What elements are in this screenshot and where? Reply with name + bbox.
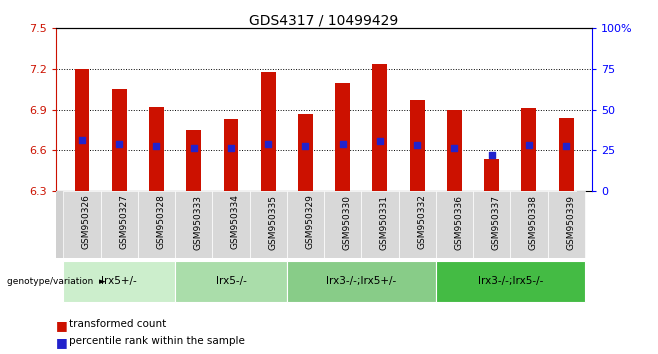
Bar bbox=[63, 191, 101, 258]
Bar bbox=[63, 261, 175, 302]
Bar bbox=[287, 261, 436, 302]
Bar bbox=[186, 130, 201, 191]
Bar bbox=[436, 191, 473, 258]
Text: genotype/variation  ►: genotype/variation ► bbox=[7, 277, 105, 286]
Bar bbox=[112, 89, 127, 191]
Bar bbox=[473, 191, 510, 258]
Point bbox=[374, 138, 385, 144]
Text: GSM950339: GSM950339 bbox=[566, 195, 575, 250]
Bar bbox=[149, 107, 164, 191]
Bar bbox=[510, 191, 547, 258]
Text: GSM950337: GSM950337 bbox=[492, 195, 501, 250]
Text: transformed count: transformed count bbox=[69, 319, 166, 329]
Bar bbox=[298, 114, 313, 191]
Point bbox=[151, 143, 162, 149]
Bar bbox=[138, 191, 175, 258]
Bar bbox=[324, 191, 361, 258]
Bar bbox=[484, 159, 499, 191]
Bar bbox=[175, 261, 287, 302]
Bar bbox=[399, 191, 436, 258]
Bar bbox=[249, 191, 287, 258]
Point bbox=[114, 141, 124, 147]
Text: GSM950336: GSM950336 bbox=[455, 195, 463, 250]
Bar bbox=[335, 82, 350, 191]
Bar bbox=[372, 64, 388, 191]
Point bbox=[77, 137, 88, 142]
Bar bbox=[447, 110, 462, 191]
Text: GSM950329: GSM950329 bbox=[305, 195, 315, 250]
Text: GSM950335: GSM950335 bbox=[268, 195, 277, 250]
Text: GSM950330: GSM950330 bbox=[343, 195, 351, 250]
Bar bbox=[436, 261, 585, 302]
Point bbox=[486, 152, 497, 157]
Text: GSM950332: GSM950332 bbox=[417, 195, 426, 250]
Point bbox=[338, 141, 348, 147]
Point bbox=[300, 143, 311, 149]
Bar bbox=[521, 108, 536, 191]
Bar bbox=[559, 118, 574, 191]
Text: lrx3-/-;lrx5+/-: lrx3-/-;lrx5+/- bbox=[326, 276, 396, 286]
Bar bbox=[74, 69, 89, 191]
Bar bbox=[101, 191, 138, 258]
Text: GSM950328: GSM950328 bbox=[157, 195, 165, 250]
Point bbox=[412, 142, 422, 148]
Text: ■: ■ bbox=[56, 319, 68, 332]
Point bbox=[561, 143, 571, 149]
Bar bbox=[224, 119, 238, 191]
Text: GSM950333: GSM950333 bbox=[193, 195, 203, 250]
Bar bbox=[547, 191, 585, 258]
Bar bbox=[261, 72, 276, 191]
Point bbox=[188, 145, 199, 150]
Bar bbox=[213, 191, 249, 258]
Text: GSM950331: GSM950331 bbox=[380, 195, 389, 250]
Text: GSM950327: GSM950327 bbox=[119, 195, 128, 250]
Text: lrx5-/-: lrx5-/- bbox=[216, 276, 246, 286]
Point bbox=[449, 145, 460, 150]
Text: ■: ■ bbox=[56, 336, 68, 349]
Text: GSM950338: GSM950338 bbox=[529, 195, 538, 250]
Point bbox=[263, 141, 274, 147]
Title: GDS4317 / 10499429: GDS4317 / 10499429 bbox=[249, 13, 399, 27]
Text: percentile rank within the sample: percentile rank within the sample bbox=[69, 336, 245, 346]
Bar bbox=[361, 191, 399, 258]
Point bbox=[524, 142, 534, 148]
Text: GSM950326: GSM950326 bbox=[82, 195, 91, 250]
Bar bbox=[175, 191, 213, 258]
Text: lrx3-/-;lrx5-/-: lrx3-/-;lrx5-/- bbox=[478, 276, 543, 286]
Point bbox=[226, 145, 236, 150]
Text: GSM950334: GSM950334 bbox=[231, 195, 240, 250]
Bar bbox=[410, 100, 424, 191]
Bar bbox=[287, 191, 324, 258]
Text: lrx5+/-: lrx5+/- bbox=[101, 276, 137, 286]
